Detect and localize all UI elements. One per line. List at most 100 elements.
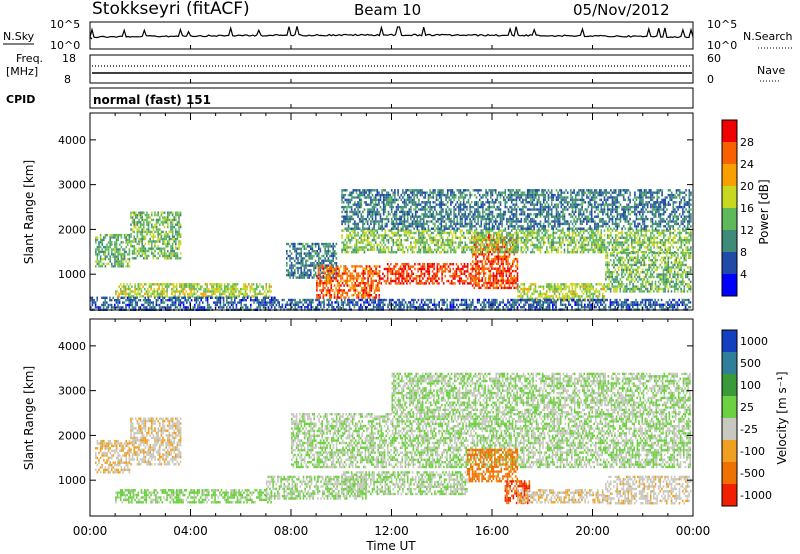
range-cell <box>414 246 417 249</box>
range-cell <box>538 248 540 251</box>
range-cell <box>467 229 470 232</box>
range-cell <box>638 248 641 251</box>
range-cell <box>479 272 482 275</box>
range-cell <box>356 272 358 275</box>
range-cell <box>368 243 371 247</box>
range-cell <box>616 243 619 247</box>
range-cell <box>418 275 421 278</box>
range-cell <box>504 248 507 251</box>
range-cell <box>318 264 320 267</box>
range-cell <box>354 282 357 285</box>
range-cell <box>440 251 443 254</box>
range-cell <box>158 292 160 296</box>
range-cell <box>523 234 526 237</box>
range-cell <box>326 250 328 253</box>
range-cell <box>295 250 298 253</box>
range-cell <box>669 248 671 251</box>
range-cell <box>476 262 479 266</box>
range-cell <box>332 264 334 267</box>
range-cell <box>120 253 123 256</box>
range-cell <box>530 231 532 235</box>
range-cell <box>338 296 341 299</box>
range-cell <box>251 285 253 288</box>
range-cell <box>390 189 393 192</box>
range-cell <box>483 281 485 285</box>
range-cell <box>499 265 501 268</box>
range-cell <box>376 203 379 206</box>
range-cell <box>215 290 218 293</box>
range-cell <box>441 272 443 275</box>
range-cell <box>194 296 196 299</box>
range-cell <box>160 233 163 236</box>
range-cell <box>597 248 599 251</box>
range-cell <box>656 236 659 239</box>
cpid-label: CPID <box>6 93 35 106</box>
range-cell <box>582 243 585 247</box>
range-cell <box>119 265 121 268</box>
range-cell <box>99 265 102 268</box>
range-cell <box>157 245 159 248</box>
range-cell <box>438 193 441 197</box>
range-cell <box>392 241 395 244</box>
range-cell <box>352 227 355 230</box>
range-cell <box>378 243 380 247</box>
range-cell <box>451 193 454 197</box>
range-cell <box>368 208 371 211</box>
range-cell <box>171 237 174 241</box>
range-cell <box>645 234 647 237</box>
range-cell <box>642 251 644 254</box>
range-cell <box>352 203 355 206</box>
range-cell <box>418 201 420 204</box>
range-cell <box>204 295 207 298</box>
range-cell <box>214 283 216 286</box>
range-cell <box>167 242 169 246</box>
range-cell <box>418 198 420 202</box>
range-cell <box>201 292 204 296</box>
range-cell <box>495 255 498 258</box>
range-cell <box>134 290 136 293</box>
range-cell <box>669 241 671 244</box>
range-cell <box>422 263 424 266</box>
range-cell <box>198 296 201 299</box>
range-cell <box>346 227 348 230</box>
range-cell <box>473 286 476 290</box>
range-cell <box>229 296 231 299</box>
range-cell <box>171 247 174 250</box>
range-cell <box>434 222 436 226</box>
range-cell <box>462 203 465 206</box>
range-cell <box>427 205 430 209</box>
range-cell <box>397 246 399 249</box>
range-cell <box>203 287 205 291</box>
range-cell <box>382 210 385 214</box>
range-cell <box>600 234 603 237</box>
range-cell <box>485 231 487 235</box>
range-cell <box>239 287 242 291</box>
range-cell <box>104 245 107 249</box>
range-cell <box>178 296 180 299</box>
range-cell <box>416 239 419 242</box>
range-cell <box>429 229 431 232</box>
range-cell <box>486 286 488 290</box>
range-cell <box>440 234 443 237</box>
range-cell <box>376 220 379 223</box>
range-cell <box>123 287 125 291</box>
range-cell <box>398 236 401 239</box>
range-cell <box>168 306 170 309</box>
range-cell <box>251 295 253 298</box>
range-cell <box>313 274 315 277</box>
range-cell <box>349 193 351 197</box>
range-cell <box>225 285 228 288</box>
range-cell <box>362 270 365 273</box>
range-cell <box>117 265 119 268</box>
range-cell <box>141 235 143 238</box>
range-cell <box>302 259 304 262</box>
range-cell <box>165 254 167 258</box>
range-cell <box>342 241 345 244</box>
range-cell <box>171 223 174 226</box>
range-cell <box>140 283 143 286</box>
range-cell <box>141 218 143 222</box>
range-cell <box>495 284 498 287</box>
range-cell <box>116 295 119 298</box>
range-cell <box>391 270 394 273</box>
range-cell <box>453 220 455 223</box>
